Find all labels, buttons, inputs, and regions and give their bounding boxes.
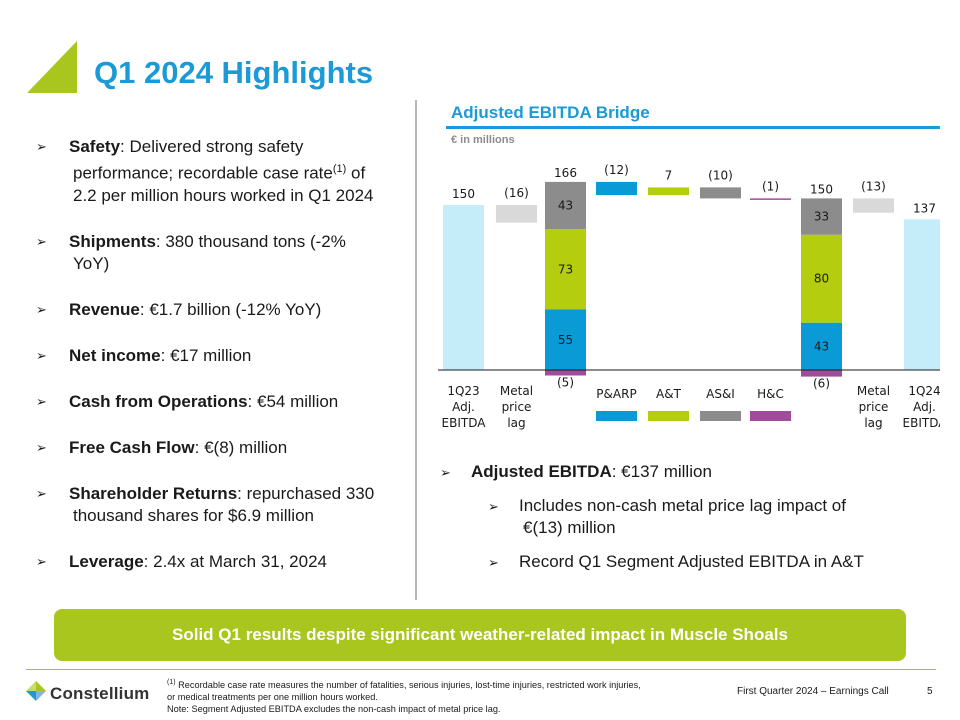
arrow-bullet-icon: ➢ [488, 499, 499, 514]
bar-value-label: (1) [762, 179, 779, 193]
bar-value-label: (13) [861, 179, 886, 193]
waterfall-delta-bar [496, 205, 537, 223]
ebitda-bridge-chart: 150 (16) (5) 55 73 43 166 (12) 7 (10) (1) (6) 43 80 33… [438, 163, 940, 430]
legend-label: A&T [656, 387, 682, 401]
chart-heading-rule [446, 126, 940, 129]
highlight-cash-from-operations: ➢ Cash from Operations: €54 million [36, 391, 339, 411]
stacked-segment-bar [801, 322, 842, 370]
waterfall-delta-bar [700, 187, 741, 199]
bar-total-label: 166 [554, 166, 577, 180]
arrow-bullet-icon: ➢ [36, 485, 47, 501]
bar-value-label: (12) [604, 163, 629, 177]
ebitda-points: ➢ Adjusted EBITDA: €137 million ➢ Includ… [440, 461, 930, 585]
segment-value-label: 43 [558, 199, 573, 213]
category-label: Metal [500, 384, 533, 398]
highlight-shipments: ➢ Shipments: 380 thousand tons (-2% YoY) [36, 231, 346, 273]
segment-value-label: 55 [558, 333, 573, 347]
stacked-segment-bar [801, 198, 842, 235]
category-label: EBITDA [903, 416, 940, 430]
category-label: lag [864, 416, 882, 430]
segment-value-label: 43 [814, 339, 829, 353]
stacked-segment-bar [545, 370, 586, 376]
category-label: 1Q23 [447, 384, 479, 398]
category-label: EBITDA [442, 416, 487, 430]
legend-swatch [700, 411, 741, 421]
chart-heading: Adjusted EBITDA Bridge [451, 103, 650, 122]
arrow-bullet-icon: ➢ [36, 233, 47, 249]
category-label: price [859, 400, 889, 414]
waterfall-total-bar [904, 219, 940, 370]
highlight-leverage: ➢ Leverage: 2.4x at March 31, 2024 [36, 551, 328, 571]
arrow-bullet-icon: ➢ [36, 347, 47, 363]
waterfall-delta-bar [596, 181, 637, 196]
waterfall-delta-bar [853, 198, 894, 213]
category-label: lag [507, 416, 525, 430]
arrow-bullet-icon: ➢ [440, 465, 451, 480]
arrow-bullet-icon: ➢ [36, 439, 47, 455]
constellium-logo-icon [26, 681, 46, 701]
corner-accent-triangle [27, 41, 77, 93]
ebitda-sub-point-record: ➢ Record Q1 Segment Adjusted EBITDA in A… [440, 551, 930, 573]
legend-swatch [750, 411, 791, 421]
bar-total-label: 150 [810, 182, 833, 196]
stacked-segment-bar [801, 234, 842, 323]
highlight-shareholder-returns: ➢ Shareholder Returns: repurchased 330 t… [36, 483, 375, 525]
category-label: price [502, 400, 532, 414]
highlight-net-income: ➢ Net income: €17 million [36, 345, 252, 365]
segment-value-label: (5) [557, 376, 574, 390]
arrow-bullet-icon: ➢ [36, 301, 47, 317]
arrow-bullet-icon: ➢ [36, 139, 47, 154]
arrow-bullet-icon: ➢ [36, 393, 47, 409]
bar-value-label: 137 [913, 201, 936, 215]
segment-value-label: 73 [558, 262, 573, 276]
bar-value-label: (10) [708, 168, 733, 182]
highlights-list: ➢ Safety: Delivered strong safety perfor… [36, 136, 411, 597]
chart-unit-label: € in millions [451, 134, 515, 146]
segment-value-label: (6) [813, 377, 830, 391]
arrow-bullet-icon: ➢ [488, 555, 499, 570]
highlight-revenue: ➢ Revenue: €1.7 billion (-12% YoY) [36, 299, 322, 319]
highlight-free-cash-flow: ➢ Free Cash Flow: €(8) million [36, 437, 288, 457]
category-label: Adj. [913, 400, 936, 414]
legend-label: AS&I [706, 387, 735, 401]
ebitda-sub-point-metal-lag: ➢ Includes non-cash metal price lag impa… [488, 496, 846, 537]
key-message-banner: Solid Q1 results despite significant wea… [54, 609, 906, 661]
category-label: Metal [857, 384, 890, 398]
ebitda-main-point: ➢ Adjusted EBITDA: €137 million [440, 461, 930, 483]
bar-value-label: 7 [665, 168, 673, 182]
page-number: 5 [927, 686, 933, 697]
category-label: Adj. [452, 400, 475, 414]
category-label: 1Q24 [908, 384, 940, 398]
constellium-logo: Constellium [26, 679, 176, 709]
waterfall-delta-bar [750, 198, 791, 200]
stacked-segment-bar [545, 309, 586, 370]
stacked-segment-bar [801, 370, 842, 377]
highlight-safety: ➢ Safety: Delivered strong safety perfor… [36, 137, 374, 205]
legend-swatch [596, 411, 637, 421]
legend-swatch [648, 411, 689, 421]
arrow-bullet-icon: ➢ [36, 553, 47, 569]
stacked-segment-bar [545, 181, 586, 230]
segment-value-label: 33 [814, 210, 829, 224]
legend-label: H&C [757, 387, 784, 401]
waterfall-total-bar [443, 205, 484, 370]
segment-value-label: 80 [814, 272, 829, 286]
legend-label: P&ARP [596, 387, 636, 401]
event-label: First Quarter 2024 – Earnings Call [737, 686, 889, 697]
page-title: Q1 2024 Highlights [94, 55, 374, 90]
stacked-segment-bar [545, 229, 586, 310]
bar-value-label: 150 [452, 187, 475, 201]
waterfall-delta-bar [648, 187, 689, 196]
vertical-divider [415, 100, 417, 600]
bar-value-label: (16) [504, 186, 529, 200]
footnotes: (1) Recordable case rate measures the nu… [167, 679, 641, 715]
footer-rule [26, 669, 936, 670]
